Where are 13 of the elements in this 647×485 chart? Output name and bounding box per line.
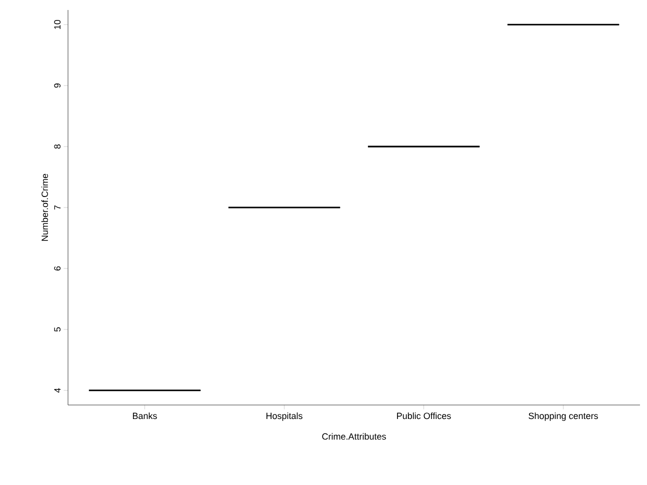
- y-tick-label: 6: [54, 266, 61, 270]
- x-tick-label: Public Offices: [397, 412, 451, 420]
- y-tick-label: 8: [54, 144, 61, 149]
- x-tick-label: Hospitals: [266, 412, 302, 421]
- y-tick-label: 9: [54, 84, 61, 88]
- x-tick-label: Shopping centers: [528, 412, 598, 421]
- y-tick-label: 10: [54, 20, 61, 29]
- y-tick-label: 4: [54, 388, 61, 393]
- x-tick-label: Banks: [132, 412, 157, 420]
- x-axis-title: Crime.Attributes: [322, 433, 386, 440]
- y-tick-label: 5: [54, 327, 61, 332]
- y-axis-title: Number.of.Crime: [41, 174, 48, 241]
- y-tick-label: 7: [54, 205, 61, 210]
